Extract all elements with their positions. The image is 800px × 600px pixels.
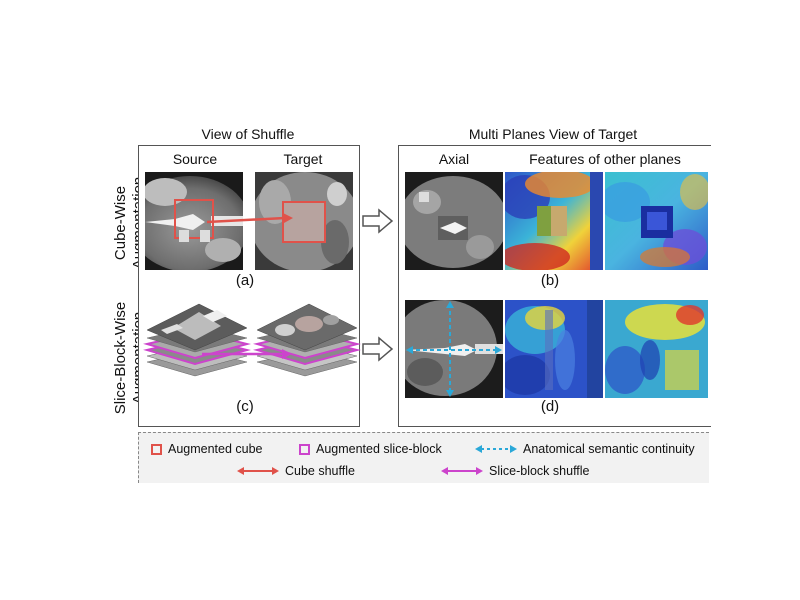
slice-block-shuffle-arrow — [202, 349, 292, 359]
col-label-target: Target — [283, 151, 323, 167]
axial-ct-image-slice — [405, 300, 503, 398]
legend-slice-block-shuffle-label: Slice-block shuffle — [489, 464, 590, 478]
augmented-slice-block-swatch — [299, 443, 310, 455]
col-label-source: Source — [172, 151, 218, 167]
hollow-arrow-row1 — [362, 208, 394, 234]
label-a: (a) — [235, 272, 255, 289]
legend-augmented-slice-block-label: Augmented slice-block — [316, 442, 442, 456]
heatmap-slice-1 — [505, 300, 603, 398]
right-panel-title: Multi Planes View of Target — [468, 126, 638, 142]
col-label-other-planes: Features of other planes — [529, 151, 681, 167]
axial-ct-image-cube — [405, 172, 503, 270]
legend-anatomical-continuity: Anatomical semantic continuity — [475, 442, 695, 456]
legend-augmented-slice-block: Augmented slice-block — [299, 442, 442, 456]
legend-anatomical-continuity-label: Anatomical semantic continuity — [523, 442, 695, 456]
cube-shuffle-arrow — [206, 213, 293, 224]
continuity-arrow-icon — [475, 445, 517, 453]
heatmap-slice-2 — [605, 300, 708, 398]
label-d: (d) — [540, 398, 560, 415]
cube-shuffle-icon — [237, 467, 279, 475]
legend-augmented-cube-label: Augmented cube — [168, 442, 263, 456]
legend-cube-shuffle: Cube shuffle — [237, 464, 355, 478]
augmented-cube-swatch — [151, 443, 162, 455]
legend: Augmented cube Augmented slice-block Ana… — [138, 432, 709, 483]
legend-slice-block-shuffle: Slice-block shuffle — [441, 464, 590, 478]
source-slice-stack — [143, 300, 251, 390]
row-label-cube-line1: Cube-Wise — [112, 185, 129, 261]
hollow-arrow-row2 — [362, 336, 394, 362]
legend-augmented-cube: Augmented cube — [151, 442, 263, 456]
left-panel-title: View of Shuffle — [201, 126, 295, 142]
heatmap-cube-2 — [605, 172, 708, 270]
row-label-slice-line1: Slice-Block-Wise — [112, 301, 129, 415]
label-c: (c) — [236, 398, 254, 415]
target-ct-image — [255, 172, 353, 270]
slice-block-shuffle-icon — [441, 467, 483, 475]
col-label-axial: Axial — [438, 151, 470, 167]
label-b: (b) — [540, 272, 560, 289]
legend-cube-shuffle-label: Cube shuffle — [285, 464, 355, 478]
heatmap-cube-1 — [505, 172, 603, 270]
